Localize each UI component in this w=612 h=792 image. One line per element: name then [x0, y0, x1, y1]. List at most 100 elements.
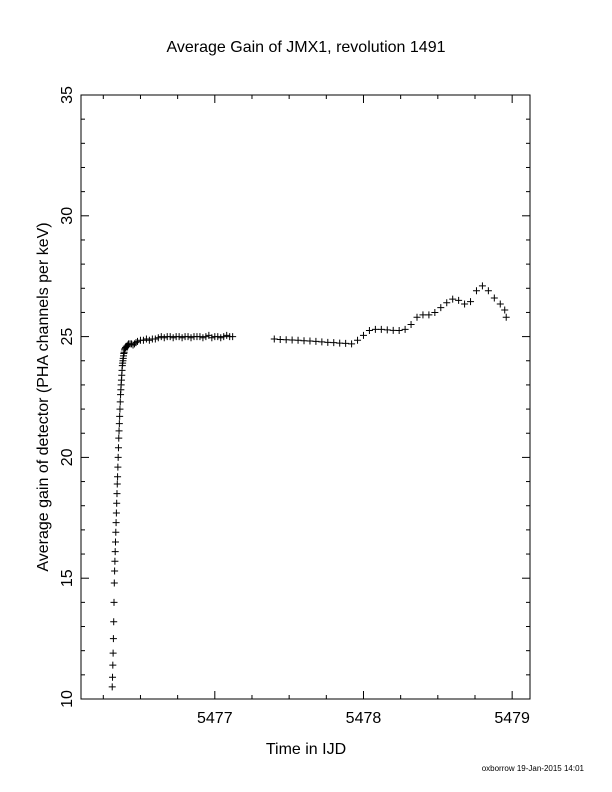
data-point — [330, 339, 338, 347]
data-point — [178, 334, 186, 342]
y-tick-label: 35 — [59, 86, 76, 104]
data-point — [318, 338, 326, 346]
data-point — [342, 339, 350, 347]
data-point — [484, 287, 492, 295]
data-point — [288, 336, 296, 344]
data-point — [166, 333, 174, 341]
y-tick-label: 10 — [59, 690, 76, 708]
data-point — [110, 579, 118, 587]
data-point — [184, 333, 192, 341]
data-point — [449, 295, 457, 303]
data-point — [389, 326, 397, 334]
data-point — [413, 313, 421, 321]
data-point — [467, 298, 475, 306]
data-point — [110, 598, 118, 606]
data-point — [214, 333, 222, 341]
data-point — [115, 427, 123, 435]
axis-ticks: 10 15 20 25 30 35 5477 5478 5479 — [59, 86, 530, 727]
data-point — [377, 325, 385, 333]
data-point — [114, 444, 122, 452]
data-point — [294, 336, 302, 344]
data-point — [108, 683, 116, 691]
data-point — [419, 311, 427, 319]
y-tick-label: 30 — [59, 207, 76, 225]
data-point — [139, 336, 147, 344]
data-point — [111, 567, 119, 575]
data-point — [312, 337, 320, 345]
data-point — [109, 673, 117, 681]
data-point — [276, 335, 284, 343]
data-point — [113, 490, 121, 498]
data-point — [112, 528, 120, 536]
data-point — [145, 336, 153, 344]
x-tick-label: 5479 — [494, 710, 530, 727]
data-point — [115, 420, 123, 428]
data-point — [443, 299, 451, 307]
data-point — [154, 334, 162, 342]
data-point — [157, 333, 165, 341]
data-point — [114, 453, 122, 461]
data-point — [133, 337, 141, 345]
data-point — [217, 334, 225, 342]
data-point — [383, 326, 391, 334]
data-point — [478, 282, 486, 290]
data-point — [455, 296, 463, 304]
y-tick-label: 25 — [59, 328, 76, 346]
y-axis-label: Average gain of detector (PHA channels p… — [35, 222, 52, 571]
data-points — [108, 282, 510, 691]
data-point — [110, 618, 118, 626]
data-point — [306, 337, 314, 345]
data-point — [354, 336, 362, 344]
data-point — [196, 333, 204, 341]
data-point — [324, 338, 332, 346]
data-point — [407, 321, 415, 329]
data-point — [437, 304, 445, 312]
data-point — [490, 294, 498, 302]
data-point — [109, 649, 117, 657]
data-point — [348, 340, 356, 348]
data-point — [461, 300, 469, 308]
data-point — [395, 327, 403, 335]
footer-credit: oxborrow 19-Jan-2015 14:01 — [482, 764, 585, 773]
data-point — [142, 335, 150, 343]
data-point — [425, 311, 433, 319]
data-point — [116, 412, 124, 420]
data-point — [365, 327, 373, 335]
x-tick-label: 5478 — [346, 710, 382, 727]
data-point — [401, 325, 409, 333]
x-axis-label: Time in IJD — [266, 741, 346, 758]
data-point — [132, 339, 140, 347]
data-point — [282, 336, 290, 344]
data-point — [114, 473, 122, 481]
data-point — [109, 635, 117, 643]
data-point — [116, 405, 124, 413]
data-point — [111, 548, 119, 556]
data-point — [502, 313, 510, 321]
data-point — [187, 334, 195, 342]
data-point — [359, 331, 367, 339]
data-point — [115, 434, 123, 442]
data-point — [109, 661, 117, 669]
data-point — [431, 308, 439, 316]
data-point — [229, 333, 237, 341]
data-point — [501, 306, 509, 314]
plot-frame — [80, 94, 531, 700]
data-point — [208, 334, 216, 342]
data-point — [112, 509, 120, 517]
data-point — [496, 300, 504, 308]
y-tick-label: 20 — [59, 448, 76, 466]
data-point — [151, 335, 159, 343]
data-point — [112, 519, 120, 527]
data-point — [175, 333, 183, 341]
chart-title: Average Gain of JMX1, revolution 1491 — [167, 39, 446, 56]
data-point — [160, 334, 168, 342]
data-point — [371, 325, 379, 333]
data-point — [202, 333, 210, 341]
data-point — [220, 333, 228, 341]
data-point — [113, 480, 121, 488]
data-point — [336, 339, 344, 347]
data-point — [111, 538, 119, 546]
data-point — [223, 331, 231, 339]
data-point — [116, 398, 124, 406]
